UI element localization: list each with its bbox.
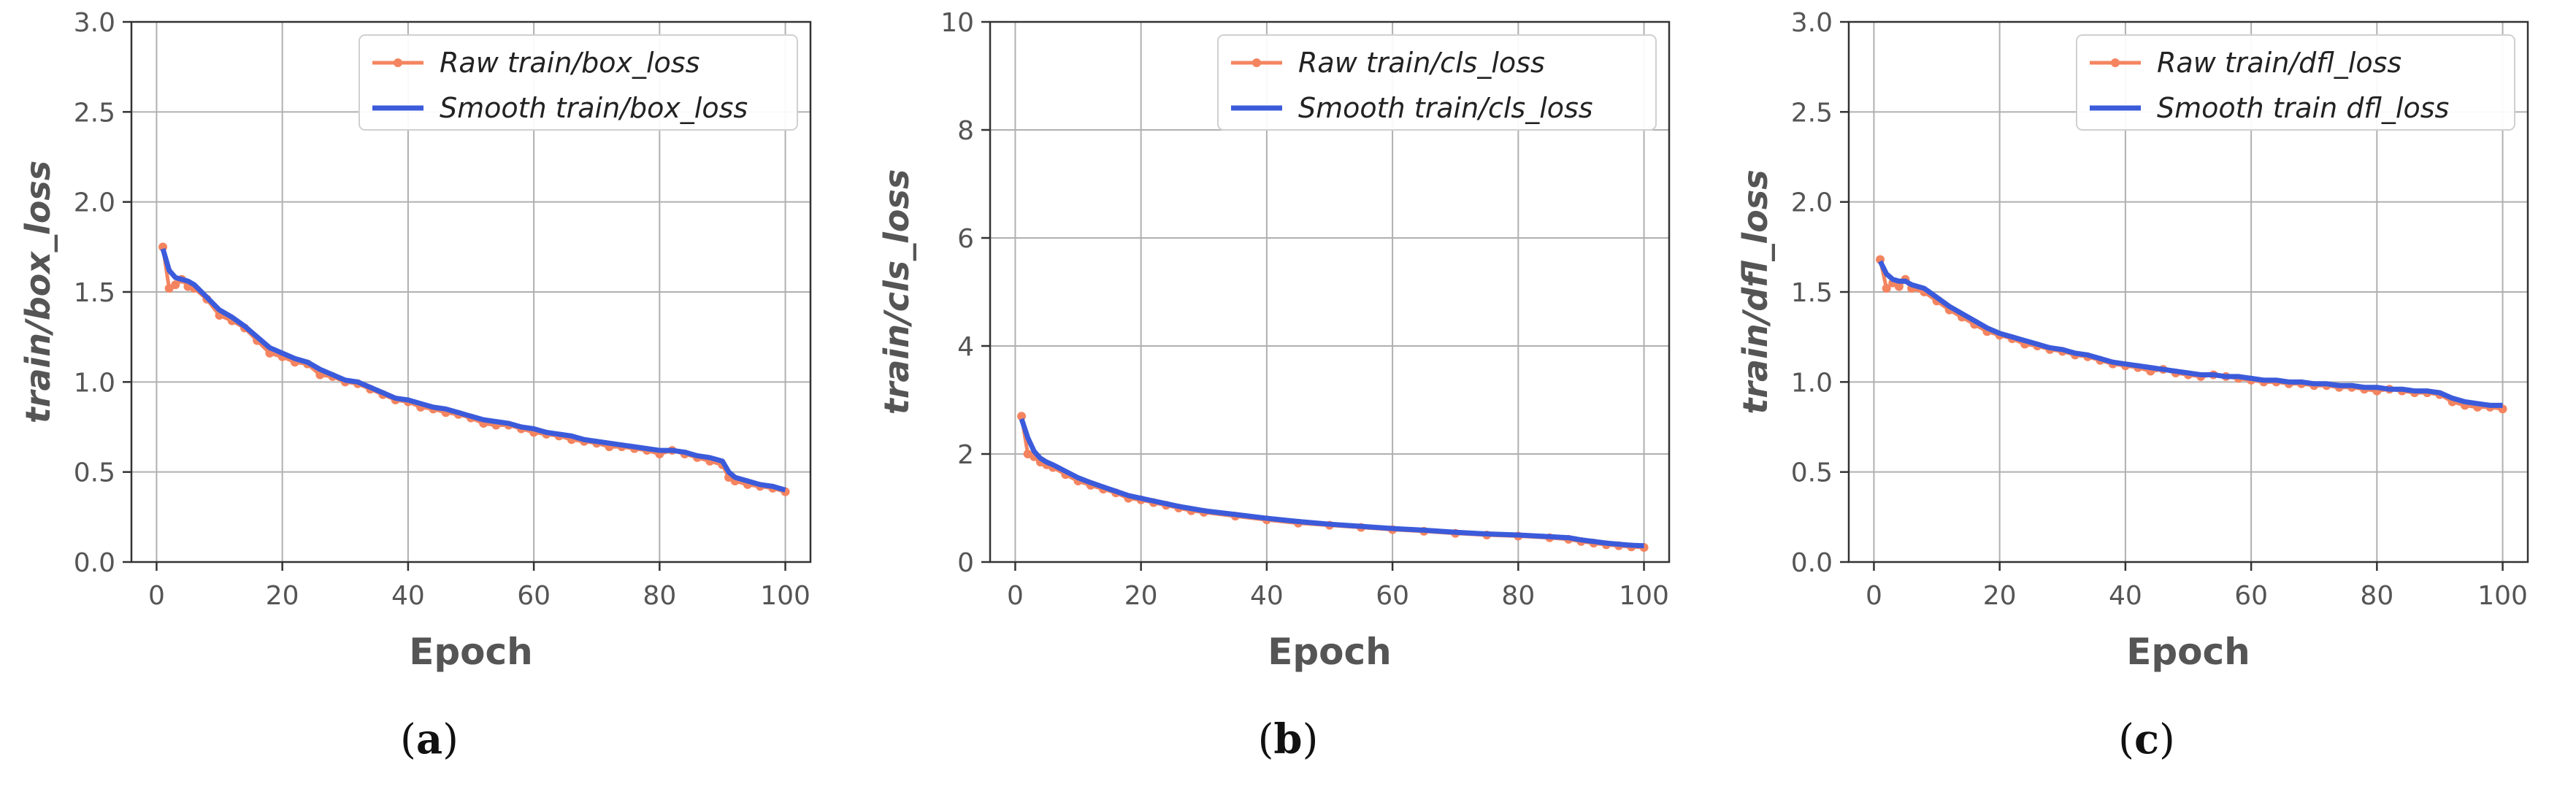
x-axis-label: Epoch [2126, 631, 2250, 673]
y-tick-label: 0.0 [74, 548, 115, 578]
y-tick-label: 3.0 [74, 8, 115, 38]
panel-a: 0 20 40 60 80 100 0.0 0.5 1.0 1.5 2.0 2.5 3.0 Epoch tr… [0, 0, 859, 789]
legend-box [359, 34, 798, 131]
legend: Raw train/box_loss Smooth train/box_loss [359, 34, 798, 131]
panel-c: 0 20 40 60 80 100 0.0 0.5 1.0 1.5 2.0 2.5 3.0 Epoch tr… [1717, 0, 2576, 789]
y-tick-label: 0.0 [1791, 548, 1833, 578]
y-tick-label: 1.0 [1791, 368, 1833, 398]
y-tick-label: 0.5 [74, 458, 115, 488]
x-tick-label: 20 [1124, 581, 1158, 611]
legend: Raw train/dfl_loss Smooth train dfl_loss [2076, 34, 2515, 131]
y-tick-label: 6 [957, 224, 974, 254]
x-tick-label: 100 [760, 581, 810, 611]
series-line-smooth [1019, 417, 1644, 549]
y-axis-label: train/cls_loss [877, 169, 916, 415]
series-line-raw [1878, 259, 2503, 411]
data-point [1894, 282, 1904, 291]
chart-a: 0 20 40 60 80 100 0.0 0.5 1.0 1.5 2.0 2.5 3.0 Epoch tr… [18, 8, 812, 673]
y-tick-label: 2.0 [74, 188, 115, 218]
y-tick-label: 3.0 [1791, 8, 1833, 38]
y-tick-label: 10 [940, 8, 974, 38]
legend: Raw train/cls_loss Smooth train/cls_loss [1217, 34, 1657, 131]
caption-a: (a) [399, 715, 459, 763]
y-tick-label: 1.5 [74, 278, 115, 308]
x-tick-label: 40 [1250, 581, 1284, 611]
x-tick-label: 100 [2477, 581, 2528, 611]
series-raw [158, 242, 790, 496]
chart-b: 0 20 40 60 80 100 0 2 4 6 8 10 Epoch train/cls_loss Ra… [877, 8, 1671, 673]
x-tick-label: 40 [2109, 581, 2142, 611]
legend-label: Smooth train/cls_loss [1298, 92, 1593, 124]
legend-box [2076, 34, 2515, 131]
legend-box [1217, 34, 1657, 131]
data-point [171, 280, 180, 290]
y-tick-label: 2 [957, 440, 974, 470]
y-tick-label: 2.0 [1791, 188, 1833, 218]
series-smooth [1019, 417, 1644, 549]
x-axis-label: Epoch [409, 631, 533, 673]
x-tick-label: 80 [643, 581, 676, 611]
plot-frame [989, 20, 1671, 563]
series-smooth [1877, 260, 2503, 408]
x-tick-label: 60 [2234, 581, 2268, 611]
y-axis-label: train/dfl_loss [1736, 169, 1775, 414]
x-tick-label: 60 [517, 581, 551, 611]
legend-marker [394, 58, 402, 67]
x-tick-label: 80 [2360, 581, 2393, 611]
x-tick-label: 80 [1501, 581, 1535, 611]
series-line-smooth [1877, 260, 2503, 408]
legend-label: Smooth train dfl_loss [2157, 92, 2449, 124]
x-tick-label: 20 [266, 581, 299, 611]
series-line-smooth [160, 247, 786, 493]
legend-marker [2111, 58, 2120, 67]
legend-label: Raw train/box_loss [440, 47, 699, 79]
y-tick-label: 1.5 [1791, 278, 1833, 308]
legend-marker [1252, 58, 1261, 67]
y-tick-label: 0.5 [1791, 458, 1833, 488]
legend-label: Raw train/dfl_loss [2157, 47, 2401, 79]
y-axis-label: train/box_loss [18, 161, 58, 423]
x-axis-label: Epoch [1268, 631, 1392, 673]
caption-b: (b) [1257, 715, 1319, 763]
caption-c: (c) [2118, 715, 2175, 763]
data-point [1882, 284, 1891, 293]
y-tick-label: 0 [957, 548, 974, 578]
x-tick-label: 60 [1376, 581, 1409, 611]
series-smooth [160, 247, 786, 493]
y-tick-label: 1.0 [74, 368, 115, 398]
x-tick-label: 0 [148, 581, 165, 611]
panel-b: 0 20 40 60 80 100 0 2 4 6 8 10 Epoch train/cls_loss Ra… [859, 0, 1717, 789]
legend-label: Raw train/cls_loss [1298, 47, 1545, 79]
y-tick-label: 4 [957, 332, 974, 362]
chart-c: 0 20 40 60 80 100 0.0 0.5 1.0 1.5 2.0 2.5 3.0 Epoch tr… [1736, 8, 2529, 673]
y-tick-label: 2.5 [1791, 98, 1833, 128]
x-tick-label: 20 [1983, 581, 2017, 611]
legend-label: Smooth train/box_loss [440, 92, 748, 124]
series-raw [1017, 412, 1649, 553]
x-tick-label: 40 [391, 581, 425, 611]
y-tick-label: 2.5 [74, 98, 115, 128]
x-tick-label: 100 [1619, 581, 1669, 611]
x-tick-label: 0 [1007, 581, 1024, 611]
y-tick-label: 8 [957, 116, 974, 146]
x-tick-label: 0 [1866, 581, 1882, 611]
